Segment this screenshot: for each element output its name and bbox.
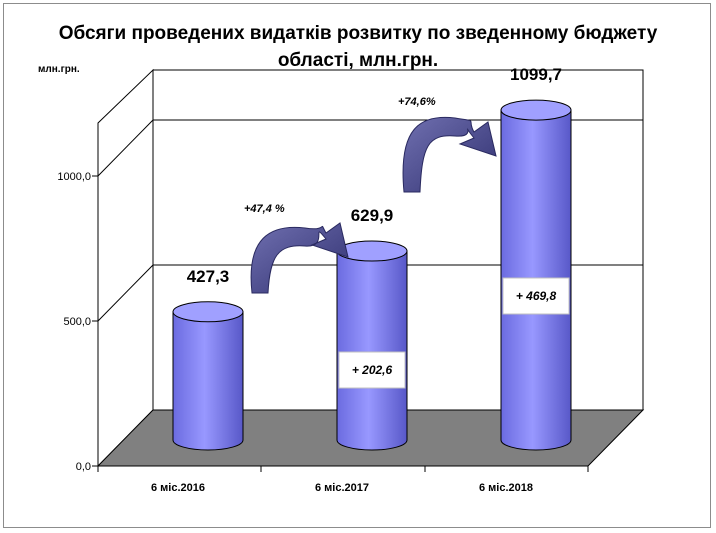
data-value-label: 629,9 (351, 206, 394, 225)
increase-box (338, 351, 406, 389)
bar-2 (336, 240, 408, 451)
y-tick-label: 1000,0 (57, 171, 91, 183)
bar-body (172, 311, 244, 451)
gridline (97, 119, 154, 177)
bar-top (336, 240, 408, 262)
gridline (97, 264, 154, 322)
data-value-label: 427,3 (187, 267, 230, 286)
chart-title-line1: Обсяги проведених видатків розвитку по з… (59, 23, 658, 44)
bar-top (500, 99, 572, 121)
x-category-label: 6 міс.2016 (151, 482, 205, 494)
growth-arrows (250, 116, 497, 294)
increase-label: + 202,6 (352, 363, 393, 377)
bar-1 (172, 301, 244, 451)
chart-title-line2: області, млн.грн. (278, 50, 438, 71)
bar-body (336, 250, 408, 451)
y-tick-label: 0,0 (76, 461, 91, 473)
labels: 427,3 629,9 + 202,6 1099,7 + 469,8 +47,4 % +74… (187, 65, 570, 389)
bar-3 (500, 99, 572, 451)
y-axis: 0,0 500,0 1000,0 (57, 123, 99, 473)
x-category-label: 6 міс.2018 (479, 482, 533, 494)
x-axis: 6 міс.2016 6 міс.2017 6 міс.2018 (97, 465, 589, 494)
y-tick-label: 500,0 (63, 316, 91, 328)
bar-top (172, 301, 244, 323)
growth-arrow (402, 116, 497, 193)
increase-label: + 469,8 (516, 289, 557, 303)
x-category-label: 6 міс.2017 (315, 482, 369, 494)
growth-arrow (250, 222, 349, 294)
growth-percent-label: +47,4 % (244, 203, 285, 215)
left-wall (97, 68, 154, 468)
growth-percent-label: +74,6% (398, 96, 436, 108)
increase-box (502, 277, 570, 315)
y-axis-unit-label: млн.грн. (38, 64, 80, 75)
data-value-label: 1099,7 (510, 65, 562, 84)
